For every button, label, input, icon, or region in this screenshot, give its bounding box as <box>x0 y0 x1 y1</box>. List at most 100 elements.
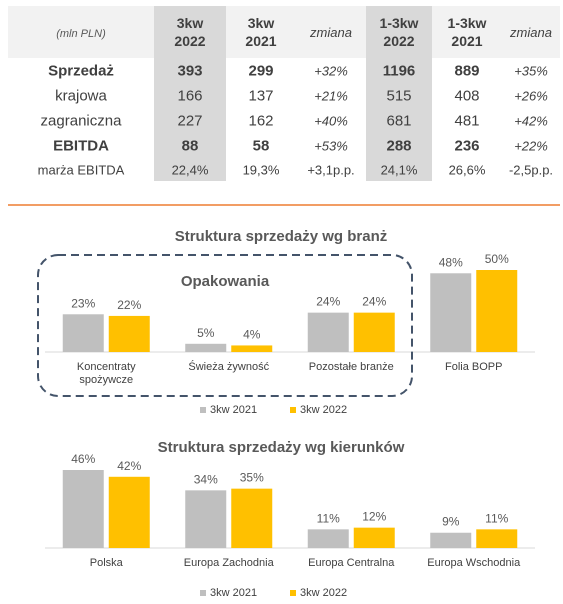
legend-item: 3kw 2021 <box>210 404 257 416</box>
legend-swatch <box>200 590 206 596</box>
table-cell: 19,3% <box>243 163 280 178</box>
table-cell: 681 <box>386 113 411 130</box>
data-label: 4% <box>243 327 261 341</box>
column-header: 2021 <box>451 33 482 49</box>
table-cell: 889 <box>454 63 479 80</box>
table-cell: 227 <box>177 113 202 130</box>
bar <box>307 312 349 352</box>
category-label: spożywcze <box>79 374 133 386</box>
bar <box>353 527 395 548</box>
chart-title: Struktura sprzedaży wg kierunków <box>158 439 405 456</box>
column-header: zmiana <box>309 25 352 40</box>
legend-item: 3kw 2022 <box>300 587 347 599</box>
table-cell: +3,1p.p. <box>307 163 354 178</box>
bar <box>62 470 104 548</box>
bar <box>430 273 472 352</box>
category-label: Europa Centralna <box>308 557 395 569</box>
table-cell: 26,6% <box>449 163 486 178</box>
table-cell: 166 <box>177 88 202 105</box>
table-cell: 137 <box>248 88 273 105</box>
table-cell: 481 <box>454 113 479 130</box>
bar <box>185 343 227 352</box>
legend-swatch <box>290 590 296 596</box>
table-cell: 162 <box>248 113 273 130</box>
table-cell: +53% <box>314 139 348 154</box>
legend-item: 3kw 2021 <box>210 587 257 599</box>
table-cell: +40% <box>314 114 348 129</box>
table-cell: -2,5p.p. <box>509 163 553 178</box>
category-label: Europa Zachodnia <box>184 557 275 569</box>
group-label: Opakowania <box>181 273 270 290</box>
legend-item: 3kw 2022 <box>300 404 347 416</box>
column-header: 3kw <box>177 15 204 31</box>
column-header: 2022 <box>174 33 205 49</box>
data-label: 11% <box>317 511 340 525</box>
category-label: Świeża żywność <box>188 360 269 373</box>
bar <box>62 314 104 352</box>
unit-label: (mln PLN) <box>56 28 106 40</box>
data-label: 23% <box>71 296 95 310</box>
sales-by-direction-chart: Struktura sprzedaży wg kierunków 46% 42% Po… <box>45 439 535 599</box>
group-box <box>37 254 413 397</box>
bar <box>476 270 518 352</box>
bar <box>476 529 518 548</box>
legend-swatch <box>200 407 206 413</box>
bar <box>231 488 273 548</box>
table-cell: 22,4% <box>172 163 209 178</box>
table-cell: +35% <box>514 64 548 79</box>
data-label: 22% <box>117 298 141 312</box>
data-label: 50% <box>485 252 509 266</box>
row-label: zagraniczna <box>41 113 123 130</box>
data-label: 9% <box>442 515 460 529</box>
table-cell: 24,1% <box>381 163 418 178</box>
bar <box>185 490 227 548</box>
table-cell: +42% <box>514 114 548 129</box>
table-cell: 236 <box>454 138 479 155</box>
row-label: marża EBITDA <box>38 163 125 178</box>
table-cell: 515 <box>386 88 411 105</box>
data-label: 48% <box>439 255 463 269</box>
financial-table: (mln PLN) 3kw 2022 3kw 2021 zmiana 1-3kw 2022 1-… <box>8 6 560 206</box>
shaded-column <box>154 6 226 181</box>
category-label: Pozostałe branże <box>309 361 394 373</box>
column-header: 3kw <box>248 15 275 31</box>
data-label: 12% <box>362 510 386 524</box>
table-cell: +21% <box>314 89 348 104</box>
bar <box>430 532 472 548</box>
table-cell: 288 <box>386 138 411 155</box>
column-header: 2022 <box>383 33 414 49</box>
bar <box>108 315 150 352</box>
category-label: Folia BOPP <box>445 361 502 373</box>
sales-by-industry-chart: Struktura sprzedaży wg branż 23% 22% Koncen… <box>37 228 535 416</box>
table-cell: +22% <box>514 139 548 154</box>
category-label: Europa Wschodnia <box>427 557 521 569</box>
row-label: krajowa <box>55 88 107 105</box>
category-label: Koncentraty <box>77 361 136 373</box>
data-label: 34% <box>194 472 218 486</box>
column-header: 2021 <box>245 33 276 49</box>
table-cell: 88 <box>182 138 199 155</box>
table-cell: 393 <box>177 63 202 80</box>
bar <box>307 529 349 548</box>
table-cell: 58 <box>253 138 270 155</box>
data-label: 46% <box>71 452 95 466</box>
shaded-column <box>366 6 432 181</box>
data-label: 42% <box>117 459 141 473</box>
data-label: 11% <box>485 511 508 525</box>
data-label: 24% <box>316 295 340 309</box>
table-cell: 1196 <box>383 63 416 80</box>
chart-title: Struktura sprzedaży wg branż <box>175 228 388 245</box>
data-label: 35% <box>240 471 264 485</box>
legend-swatch <box>290 407 296 413</box>
bar <box>353 312 395 352</box>
row-label: Sprzedaż <box>48 63 114 80</box>
bar <box>231 345 273 352</box>
column-header: 1-3kw <box>380 15 419 31</box>
data-label: 5% <box>197 326 215 340</box>
bar <box>108 476 150 548</box>
table-cell: +26% <box>514 89 548 104</box>
table-cell: +32% <box>314 64 348 79</box>
column-header: 1-3kw <box>448 15 487 31</box>
row-label: EBITDA <box>53 138 109 155</box>
column-header: zmiana <box>509 25 552 40</box>
